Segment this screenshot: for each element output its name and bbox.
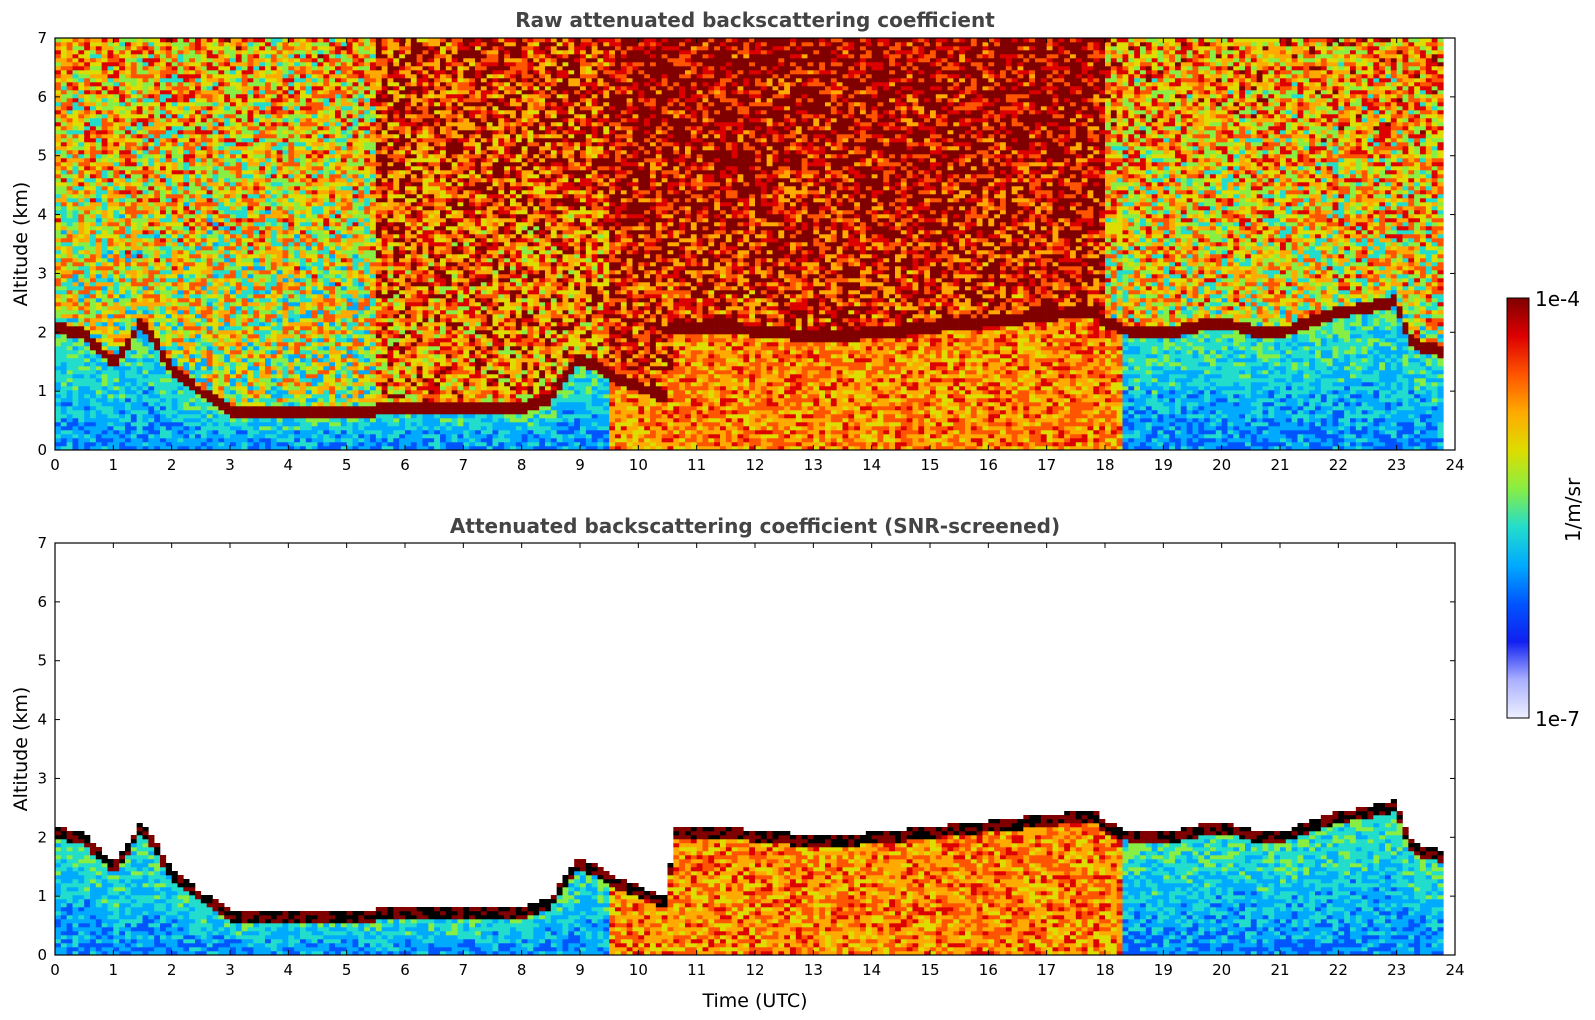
x-tick-label: 22 <box>1329 961 1348 979</box>
x-tick-label: 10 <box>629 961 648 979</box>
x-tick-label: 17 <box>1037 961 1056 979</box>
chart-title: Raw attenuated backscattering coefficien… <box>515 8 995 32</box>
x-axis-ticks: 0 1 2 3 4 5 6 7 8 9 10 11 12 13 14 15 16 17 18 19 20 21 22 23 24 <box>50 543 1465 979</box>
x-tick-label: 13 <box>804 456 823 474</box>
x-tick-label: 0 <box>50 456 60 474</box>
x-tick-label: 0 <box>50 961 60 979</box>
x-tick-label: 5 <box>342 456 352 474</box>
y-tick-label: 5 <box>37 147 47 165</box>
y-tick-label: 7 <box>37 534 47 552</box>
x-tick-label: 15 <box>920 456 939 474</box>
y-tick-label: 6 <box>37 593 47 611</box>
x-tick-label: 12 <box>745 961 764 979</box>
x-tick-label: 12 <box>745 456 764 474</box>
x-tick-label: 14 <box>862 961 881 979</box>
x-tick-label: 7 <box>459 456 469 474</box>
screened-backscatter-panel: Attenuated backscattering coefficient (S… <box>10 514 1465 1012</box>
x-tick-label: 4 <box>284 961 294 979</box>
x-tick-label: 7 <box>459 961 469 979</box>
x-tick-label: 1 <box>109 961 119 979</box>
x-tick-label: 21 <box>1270 961 1289 979</box>
x-tick-label: 3 <box>225 961 235 979</box>
heatmap-area <box>55 799 1444 955</box>
x-tick-label: 10 <box>629 456 648 474</box>
y-tick-label: 2 <box>37 323 47 341</box>
y-axis-label: Altitude (km) <box>10 182 32 307</box>
x-tick-label: 8 <box>517 961 527 979</box>
x-tick-label: 20 <box>1212 456 1231 474</box>
y-tick-label: 0 <box>37 946 47 964</box>
x-tick-label: 23 <box>1387 456 1406 474</box>
x-tick-label: 11 <box>687 456 706 474</box>
x-tick-label: 3 <box>225 456 235 474</box>
x-tick-label: 11 <box>687 961 706 979</box>
colorbar-min-label: 1e-7 <box>1535 707 1580 731</box>
x-tick-label: 16 <box>979 961 998 979</box>
x-tick-label: 22 <box>1329 456 1348 474</box>
y-tick-label: 1 <box>37 887 47 905</box>
y-tick-label: 2 <box>37 828 47 846</box>
x-tick-label: 19 <box>1154 456 1173 474</box>
x-tick-label: 15 <box>920 961 939 979</box>
y-tick-label: 4 <box>37 711 47 729</box>
x-tick-label: 18 <box>1095 961 1114 979</box>
x-tick-label: 18 <box>1095 456 1114 474</box>
y-tick-label: 3 <box>37 264 47 282</box>
x-tick-label: 2 <box>167 961 177 979</box>
x-tick-label: 19 <box>1154 961 1173 979</box>
y-tick-label: 0 <box>37 441 47 459</box>
x-tick-label: 6 <box>400 456 410 474</box>
x-tick-label: 24 <box>1445 961 1464 979</box>
colorbar-gradient <box>1506 297 1530 719</box>
x-tick-label: 16 <box>979 456 998 474</box>
y-tick-label: 3 <box>37 769 47 787</box>
y-tick-label: 4 <box>37 206 47 224</box>
x-tick-label: 23 <box>1387 961 1406 979</box>
x-axis-label: Time (UTC) <box>701 990 807 1012</box>
colorbar-unit-label: 1/m/sr <box>1561 477 1585 542</box>
x-tick-label: 2 <box>167 456 177 474</box>
y-axis-ticks: 0 1 2 3 4 5 6 7 <box>37 29 1455 459</box>
heatmap-area <box>55 38 1444 450</box>
x-tick-label: 5 <box>342 961 352 979</box>
raw-backscatter-panel: Raw attenuated backscattering coefficien… <box>10 8 1465 474</box>
y-tick-label: 7 <box>37 29 47 47</box>
chart-title: Attenuated backscattering coefficient (S… <box>450 514 1060 538</box>
x-tick-label: 14 <box>862 456 881 474</box>
y-axis-ticks: 0 1 2 3 4 5 6 7 <box>37 534 1455 964</box>
x-tick-label: 9 <box>575 961 585 979</box>
y-axis-label: Altitude (km) <box>10 687 32 812</box>
x-tick-label: 24 <box>1445 456 1464 474</box>
x-tick-label: 17 <box>1037 456 1056 474</box>
x-tick-label: 9 <box>575 456 585 474</box>
x-tick-label: 4 <box>284 456 294 474</box>
x-tick-label: 21 <box>1270 456 1289 474</box>
x-tick-label: 6 <box>400 961 410 979</box>
colorbar-max-label: 1e-4 <box>1535 287 1580 311</box>
x-tick-label: 20 <box>1212 961 1231 979</box>
colorbar: 1e-4 1e-7 1/m/sr <box>1506 287 1585 731</box>
x-tick-label: 8 <box>517 456 527 474</box>
y-tick-label: 1 <box>37 382 47 400</box>
x-tick-label: 13 <box>804 961 823 979</box>
x-axis-ticks: 0 1 2 3 4 5 6 7 8 9 10 11 12 13 14 15 16 17 18 19 20 21 22 23 24 <box>50 38 1465 474</box>
y-tick-label: 5 <box>37 652 47 670</box>
x-tick-label: 1 <box>109 456 119 474</box>
y-tick-label: 6 <box>37 88 47 106</box>
